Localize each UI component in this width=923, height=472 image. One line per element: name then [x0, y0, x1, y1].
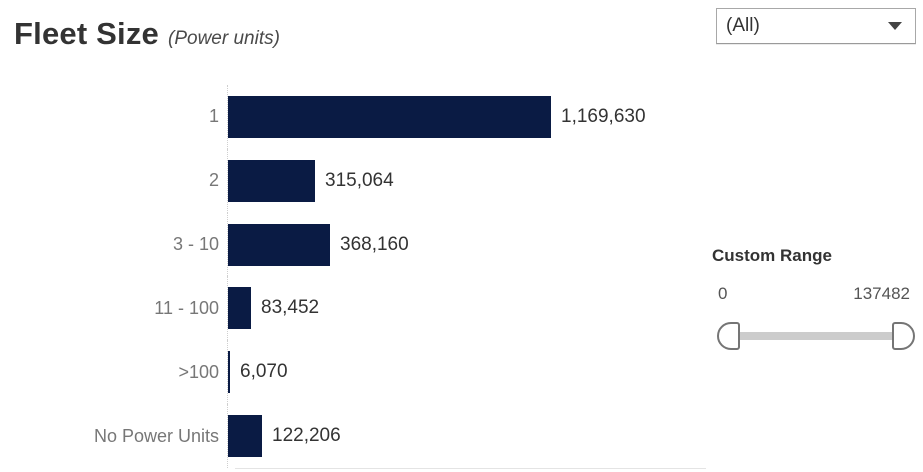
- bar-value-label: 1,169,630: [561, 105, 646, 127]
- bar-zone: 83,452: [227, 276, 707, 341]
- bar-value-label: 368,160: [340, 233, 409, 255]
- bar-row: 1 1,169,630: [0, 85, 707, 149]
- bar-zone: 6,070: [227, 340, 707, 405]
- bar[interactable]: [228, 415, 262, 458]
- bar-category-label: 1: [208, 106, 219, 127]
- bar[interactable]: [228, 223, 330, 266]
- bar-value-label: 122,206: [272, 425, 341, 447]
- bar-row: 2 315,064: [0, 148, 707, 213]
- bar-row: No Power Units 122,206: [0, 404, 707, 468]
- bar-row: 3 - 10 368,160: [0, 212, 707, 277]
- bar-category-label: >100: [178, 361, 219, 382]
- custom-range-values: 0 137482: [718, 284, 910, 304]
- custom-range-slider: [717, 321, 915, 351]
- slider-handle-min[interactable]: [717, 322, 740, 350]
- custom-range-title: Custom Range: [712, 246, 832, 265]
- bar[interactable]: [228, 95, 551, 138]
- bar[interactable]: [228, 159, 315, 202]
- page-title: Fleet Size: [14, 16, 159, 51]
- range-min-value: 0: [718, 284, 728, 303]
- bar[interactable]: [228, 287, 251, 330]
- bar-value-label: 83,452: [261, 297, 320, 319]
- bar-category-label: 3 - 10: [172, 234, 219, 255]
- bar-row: >100 6,070: [0, 340, 707, 405]
- bar-value-label: 315,064: [325, 169, 394, 191]
- slider-track[interactable]: [732, 332, 900, 340]
- filter-dropdown-value: (All): [726, 15, 760, 36]
- bar-category-label: 11 - 100: [154, 297, 219, 318]
- range-max-value: 137482: [853, 284, 910, 303]
- fleet-size-bar-chart: 1 1,169,630 2 315,064 3 - 10 368,160 11 - 100 8…: [0, 85, 707, 468]
- slider-handle-max[interactable]: [892, 322, 915, 350]
- filter-dropdown[interactable]: (All): [716, 8, 916, 44]
- bar[interactable]: [228, 351, 230, 394]
- page-title-block: Fleet Size (Power units): [14, 16, 280, 52]
- chevron-down-icon: [888, 22, 902, 30]
- bar-zone: 1,169,630: [227, 85, 707, 149]
- bar-zone: 122,206: [227, 404, 707, 468]
- bar-zone: 315,064: [227, 148, 707, 213]
- bar-zone: 368,160: [227, 212, 707, 277]
- bar-row: 11 - 100 83,452: [0, 276, 707, 341]
- page-subtitle: (Power units): [168, 28, 280, 49]
- bar-category-label: 2: [208, 170, 219, 191]
- bar-value-label: 6,070: [240, 361, 288, 383]
- x-axis-line: [235, 468, 706, 469]
- bar-category-label: No Power Units: [93, 425, 219, 446]
